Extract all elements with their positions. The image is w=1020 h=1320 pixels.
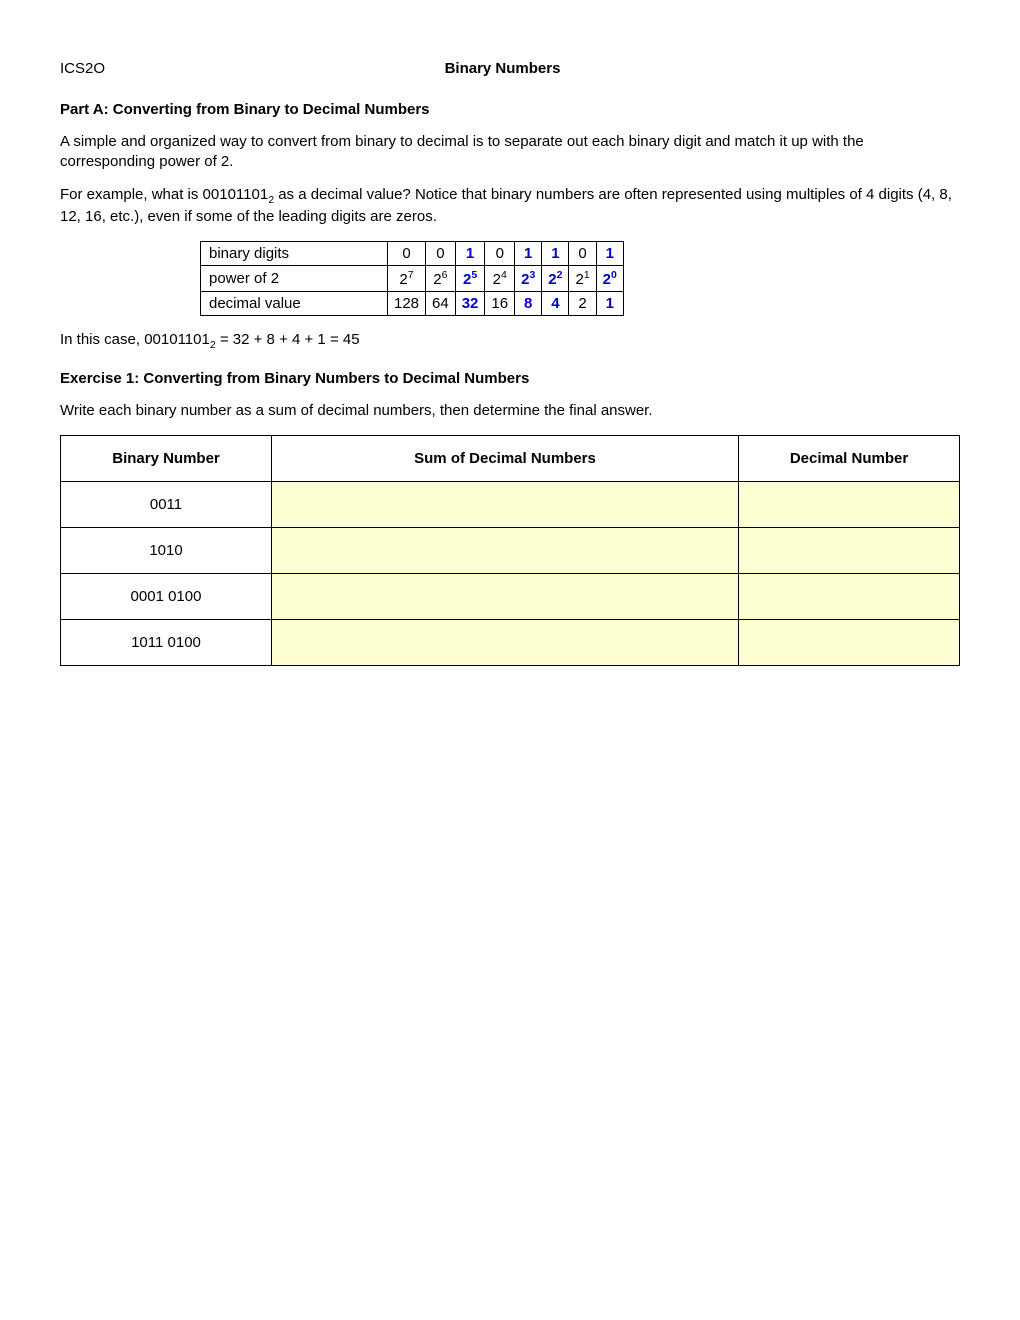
example-table: binary digits 0 0 1 0 1 1 0 1 power of 2… <box>200 241 624 316</box>
power-exp: 0 <box>611 269 617 281</box>
power-base: 2 <box>548 271 556 288</box>
row-label-decimal: decimal value <box>201 291 388 315</box>
col-header-binary: Binary Number <box>61 436 272 482</box>
decimal-number-cell[interactable] <box>739 574 960 620</box>
binary-number-cell: 1010 <box>61 528 272 574</box>
power-exp: 4 <box>501 269 507 281</box>
power-exp: 2 <box>557 269 563 281</box>
table-row: Binary Number Sum of Decimal Numbers Dec… <box>61 436 960 482</box>
row-label-power: power of 2 <box>201 265 388 291</box>
power-cell: 27 <box>388 265 426 291</box>
part-a-intro: A simple and organized way to convert fr… <box>60 132 960 173</box>
exercise1-instruction: Write each binary number as a sum of dec… <box>60 401 960 421</box>
table-row: binary digits 0 0 1 0 1 1 0 1 <box>201 241 624 265</box>
binary-number-cell: 0001 0100 <box>61 574 272 620</box>
binary-cell: 0 <box>569 241 596 265</box>
header-row: ICS2O Binary Numbers <box>60 60 960 77</box>
power-exp: 5 <box>471 269 477 281</box>
conclusion-tail: = 32 + 8 + 4 + 1 = 45 <box>216 331 360 348</box>
binary-cell: 0 <box>485 241 515 265</box>
sum-cell[interactable] <box>272 528 739 574</box>
decimal-number-cell[interactable] <box>739 482 960 528</box>
decimal-number-cell[interactable] <box>739 528 960 574</box>
table-row: power of 2 27 26 25 24 23 22 21 20 <box>201 265 624 291</box>
decimal-cell: 128 <box>388 291 426 315</box>
binary-number-cell: 0011 <box>61 482 272 528</box>
decimal-cell: 8 <box>515 291 542 315</box>
power-exp: 3 <box>529 269 535 281</box>
col-header-sum: Sum of Decimal Numbers <box>272 436 739 482</box>
power-cell: 24 <box>485 265 515 291</box>
power-cell: 20 <box>596 265 623 291</box>
sum-cell[interactable] <box>272 574 739 620</box>
conclusion-text: In this case, 001011012 = 32 + 8 + 4 + 1… <box>60 330 960 352</box>
exercise1-table: Binary Number Sum of Decimal Numbers Dec… <box>60 435 960 666</box>
power-base: 2 <box>603 271 611 288</box>
power-cell: 22 <box>542 265 569 291</box>
decimal-number-cell[interactable] <box>739 620 960 666</box>
sum-cell[interactable] <box>272 620 739 666</box>
table-row: 0001 0100 <box>61 574 960 620</box>
decimal-cell: 32 <box>455 291 485 315</box>
decimal-cell: 16 <box>485 291 515 315</box>
table-row: 1011 0100 <box>61 620 960 666</box>
power-cell: 26 <box>426 265 456 291</box>
binary-cell: 1 <box>542 241 569 265</box>
part-a-title: Part A: Converting from Binary to Decima… <box>60 101 960 118</box>
power-base: 2 <box>575 271 583 288</box>
table-row: 0011 <box>61 482 960 528</box>
row-label-binary: binary digits <box>201 241 388 265</box>
power-cell: 23 <box>515 265 542 291</box>
decimal-cell: 64 <box>426 291 456 315</box>
power-exp: 7 <box>408 269 414 281</box>
decimal-cell: 1 <box>596 291 623 315</box>
binary-cell: 0 <box>388 241 426 265</box>
binary-cell: 1 <box>455 241 485 265</box>
binary-cell: 0 <box>426 241 456 265</box>
power-base: 2 <box>433 271 441 288</box>
power-base: 2 <box>399 271 407 288</box>
col-header-decimal: Decimal Number <box>739 436 960 482</box>
example-lead: For example, what is 00101101 <box>60 186 268 203</box>
power-exp: 1 <box>584 269 590 281</box>
binary-cell: 1 <box>596 241 623 265</box>
table-row: 1010 <box>61 528 960 574</box>
binary-number-cell: 1011 0100 <box>61 620 272 666</box>
page-title: Binary Numbers <box>45 60 960 77</box>
conclusion-lead: In this case, 00101101 <box>60 331 210 348</box>
exercise1-title: Exercise 1: Converting from Binary Numbe… <box>60 370 960 387</box>
part-a-example-text: For example, what is 001011012 as a deci… <box>60 185 960 227</box>
table-row: decimal value 128 64 32 16 8 4 2 1 <box>201 291 624 315</box>
decimal-cell: 2 <box>569 291 596 315</box>
power-cell: 25 <box>455 265 485 291</box>
power-cell: 21 <box>569 265 596 291</box>
power-base: 2 <box>493 271 501 288</box>
decimal-cell: 4 <box>542 291 569 315</box>
binary-cell: 1 <box>515 241 542 265</box>
power-exp: 6 <box>442 269 448 281</box>
sum-cell[interactable] <box>272 482 739 528</box>
